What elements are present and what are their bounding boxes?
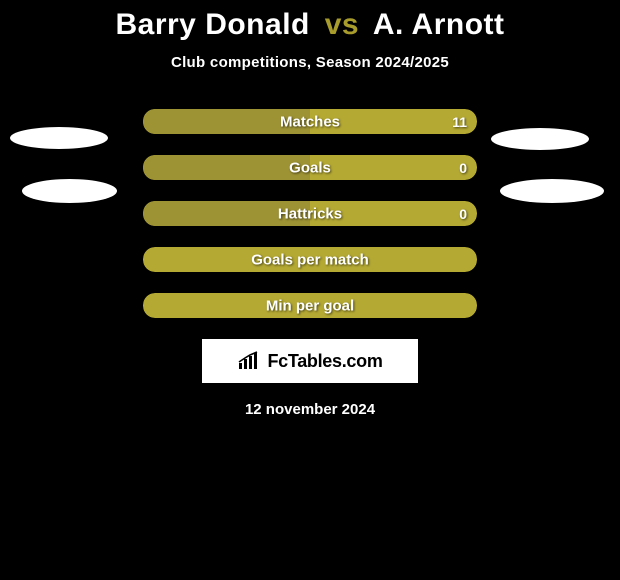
decor-ellipse-right-1 xyxy=(491,128,589,150)
subtitle: Club competitions, Season 2024/2025 xyxy=(0,54,620,71)
bar-value: 0 xyxy=(459,206,467,222)
bar-value: 0 xyxy=(459,160,467,176)
date-line: 12 november 2024 xyxy=(0,401,620,418)
stat-bar: Matches 11 xyxy=(143,109,477,134)
bar-fill xyxy=(143,155,310,180)
logo-inner: FcTables.com xyxy=(237,351,382,372)
decor-ellipse-left-2 xyxy=(22,179,117,203)
stat-bar: Goals per match xyxy=(143,247,477,272)
bar-label: Matches xyxy=(280,113,340,130)
bar-chart-icon xyxy=(237,351,263,371)
stat-bar: Hattricks 0 xyxy=(143,201,477,226)
title-player2: A. Arnott xyxy=(373,8,505,41)
title-vs: vs xyxy=(325,8,359,41)
bar-label: Goals xyxy=(289,159,331,176)
bar-label: Min per goal xyxy=(266,297,354,314)
logo-box: FcTables.com xyxy=(202,339,418,383)
decor-ellipse-right-2 xyxy=(500,179,604,203)
bar-value: 11 xyxy=(452,114,467,130)
decor-ellipse-left-1 xyxy=(10,127,108,149)
chart-area: Matches 11 Goals 0 Hattricks 0 Goals per match… xyxy=(0,109,620,418)
bar-label: Goals per match xyxy=(251,251,369,268)
stat-bar: Min per goal xyxy=(143,293,477,318)
bar-label: Hattricks xyxy=(278,205,342,222)
stat-bar: Goals 0 xyxy=(143,155,477,180)
logo-text: FcTables.com xyxy=(267,351,382,372)
page-title: Barry Donald vs A. Arnott xyxy=(0,0,620,42)
title-player1: Barry Donald xyxy=(115,8,309,41)
